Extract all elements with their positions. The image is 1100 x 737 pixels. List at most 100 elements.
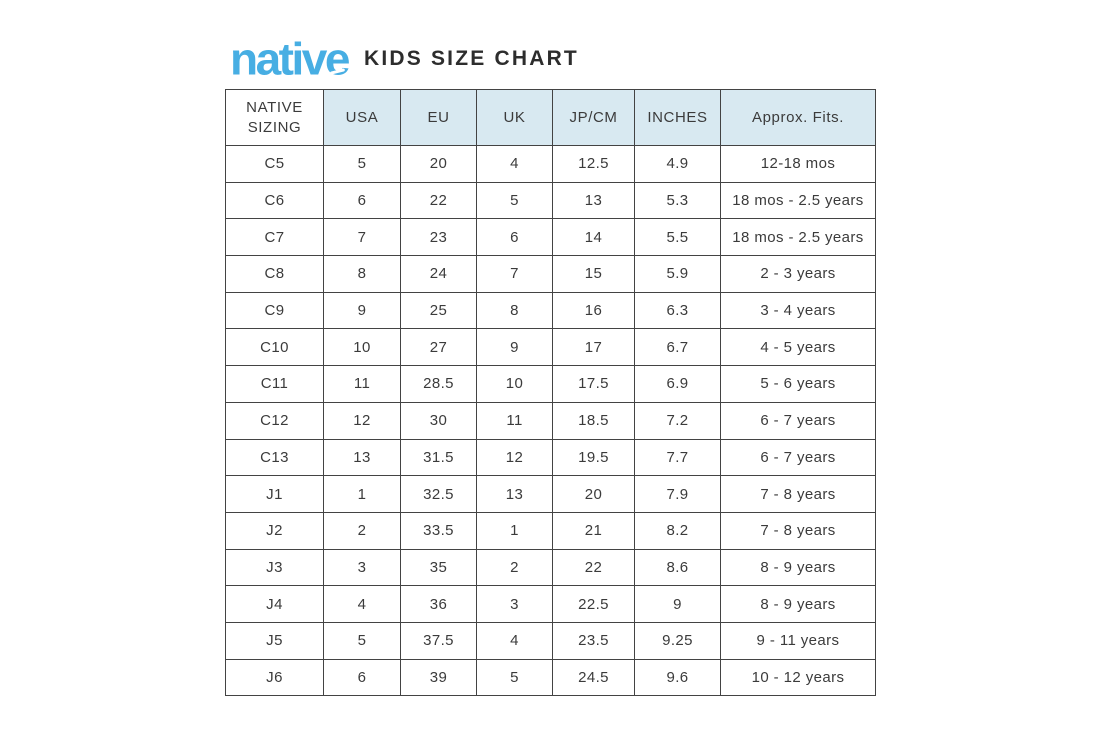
cell-j6-native-sizing: J6 [225,658,324,697]
cell-c5-jp-cm: 12.5 [552,145,635,183]
cell-c5-inches: 4.9 [634,145,721,183]
cell-c6-eu: 22 [400,181,477,220]
cell-c8-jp-cm: 15 [552,255,635,293]
cell-j1-eu: 32.5 [400,475,477,513]
cell-j3-uk: 2 [476,548,553,587]
cell-j1-usa: 1 [323,475,401,513]
cell-c10-native-sizing: C10 [225,328,324,367]
cell-j4-inches: 9 [634,585,721,623]
native-logo-text: native [230,33,350,85]
cell-c11-inches: 6.9 [634,365,721,403]
cell-j4-usa: 4 [323,585,401,623]
size-chart-table: NATIVE SIZING USA EU UK JP/CM INCHES Approx. F… [225,89,876,697]
cell-j5-usa: 5 [323,621,401,660]
table-row: C8 8 24 7 15 5.9 2 - 3 years [225,255,876,293]
cell-c6-inches: 5.3 [634,181,721,220]
cell-j5-jp-cm: 23.5 [552,621,635,660]
table-row: C7 7 23 6 14 5.5 18 mos - 2.5 years [225,218,876,257]
cell-c11-uk: 10 [476,365,553,403]
cell-j4-uk: 3 [476,585,553,623]
table-row: J2 2 33.5 1 21 8.2 7 - 8 years [225,511,876,550]
cell-j6-jp-cm: 24.5 [552,658,635,697]
cell-c10-usa: 10 [323,328,401,367]
cell-j1-native-sizing: J1 [225,475,324,513]
table-row: C6 6 22 5 13 5.3 18 mos - 2.5 years [225,181,876,220]
cell-j4-native-sizing: J4 [225,585,324,623]
column-header-usa: USA [323,89,401,146]
cell-c8-eu: 24 [400,255,477,293]
cell-j4-jp-cm: 22.5 [552,585,635,623]
cell-c9-native-sizing: C9 [225,291,324,330]
cell-c10-eu: 27 [400,328,477,367]
native-logo: native [230,33,350,85]
cell-j2-inches: 8.2 [634,511,721,550]
cell-c10-approx-fits: 4 - 5 years [720,328,876,367]
cell-c13-jp-cm: 19.5 [552,438,635,477]
cell-c13-usa: 13 [323,438,401,477]
cell-j6-inches: 9.6 [634,658,721,697]
cell-c8-inches: 5.9 [634,255,721,293]
column-header-eu: EU [400,89,477,146]
cell-c7-jp-cm: 14 [552,218,635,257]
cell-c5-eu: 20 [400,145,477,183]
cell-j5-inches: 9.25 [634,621,721,660]
cell-c8-native-sizing: C8 [225,255,324,293]
table-row: J4 4 36 3 22.5 9 8 - 9 years [225,585,876,623]
cell-j6-approx-fits: 10 - 12 years [720,658,876,697]
cell-c9-uk: 8 [476,291,553,330]
cell-j4-approx-fits: 8 - 9 years [720,585,876,623]
table-row: C13 13 31.5 12 19.5 7.7 6 - 7 years [225,438,876,477]
cell-j5-uk: 4 [476,621,553,660]
cell-j3-eu: 35 [400,548,477,587]
cell-c9-jp-cm: 16 [552,291,635,330]
cell-c6-jp-cm: 13 [552,181,635,220]
cell-c7-native-sizing: C7 [225,218,324,257]
cell-c11-approx-fits: 5 - 6 years [720,365,876,403]
cell-c6-usa: 6 [323,181,401,220]
table-row: C5 5 20 4 12.5 4.9 12-18 mos [225,145,876,183]
page-title: KIDS SIZE CHART [363,47,579,70]
cell-j3-inches: 8.6 [634,548,721,587]
cell-j3-jp-cm: 22 [552,548,635,587]
cell-c12-eu: 30 [400,401,477,440]
page-header: native KIDS SIZE CHART [230,34,579,84]
table-row: C9 9 25 8 16 6.3 3 - 4 years [225,291,876,330]
cell-j6-uk: 5 [476,658,553,697]
cell-j4-eu: 36 [400,585,477,623]
cell-c13-inches: 7.7 [634,438,721,477]
column-header-native-sizing: NATIVE SIZING [225,89,324,146]
cell-c5-approx-fits: 12-18 mos [720,145,876,183]
cell-j5-eu: 37.5 [400,621,477,660]
cell-c7-usa: 7 [323,218,401,257]
cell-c7-inches: 5.5 [634,218,721,257]
cell-c12-usa: 12 [323,401,401,440]
cell-c8-uk: 7 [476,255,553,293]
cell-j2-jp-cm: 21 [552,511,635,550]
table-row: C10 10 27 9 17 6.7 4 - 5 years [225,328,876,367]
cell-c8-usa: 8 [323,255,401,293]
cell-j5-native-sizing: J5 [225,621,324,660]
cell-c8-approx-fits: 2 - 3 years [720,255,876,293]
table-row: J3 3 35 2 22 8.6 8 - 9 years [225,548,876,587]
cell-j3-usa: 3 [323,548,401,587]
cell-c6-approx-fits: 18 mos - 2.5 years [720,181,876,220]
cell-j2-usa: 2 [323,511,401,550]
cell-c12-uk: 11 [476,401,553,440]
cell-j1-jp-cm: 20 [552,475,635,513]
cell-j2-approx-fits: 7 - 8 years [720,511,876,550]
cell-c9-usa: 9 [323,291,401,330]
cell-c6-uk: 5 [476,181,553,220]
cell-c13-eu: 31.5 [400,438,477,477]
cell-j6-eu: 39 [400,658,477,697]
cell-c9-eu: 25 [400,291,477,330]
column-header-uk: UK [476,89,553,146]
cell-c12-approx-fits: 6 - 7 years [720,401,876,440]
cell-c11-native-sizing: C11 [225,365,324,403]
cell-c9-inches: 6.3 [634,291,721,330]
cell-j2-native-sizing: J2 [225,511,324,550]
cell-c7-eu: 23 [400,218,477,257]
cell-c11-eu: 28.5 [400,365,477,403]
table-row: C11 11 28.5 10 17.5 6.9 5 - 6 years [225,365,876,403]
cell-j1-approx-fits: 7 - 8 years [720,475,876,513]
